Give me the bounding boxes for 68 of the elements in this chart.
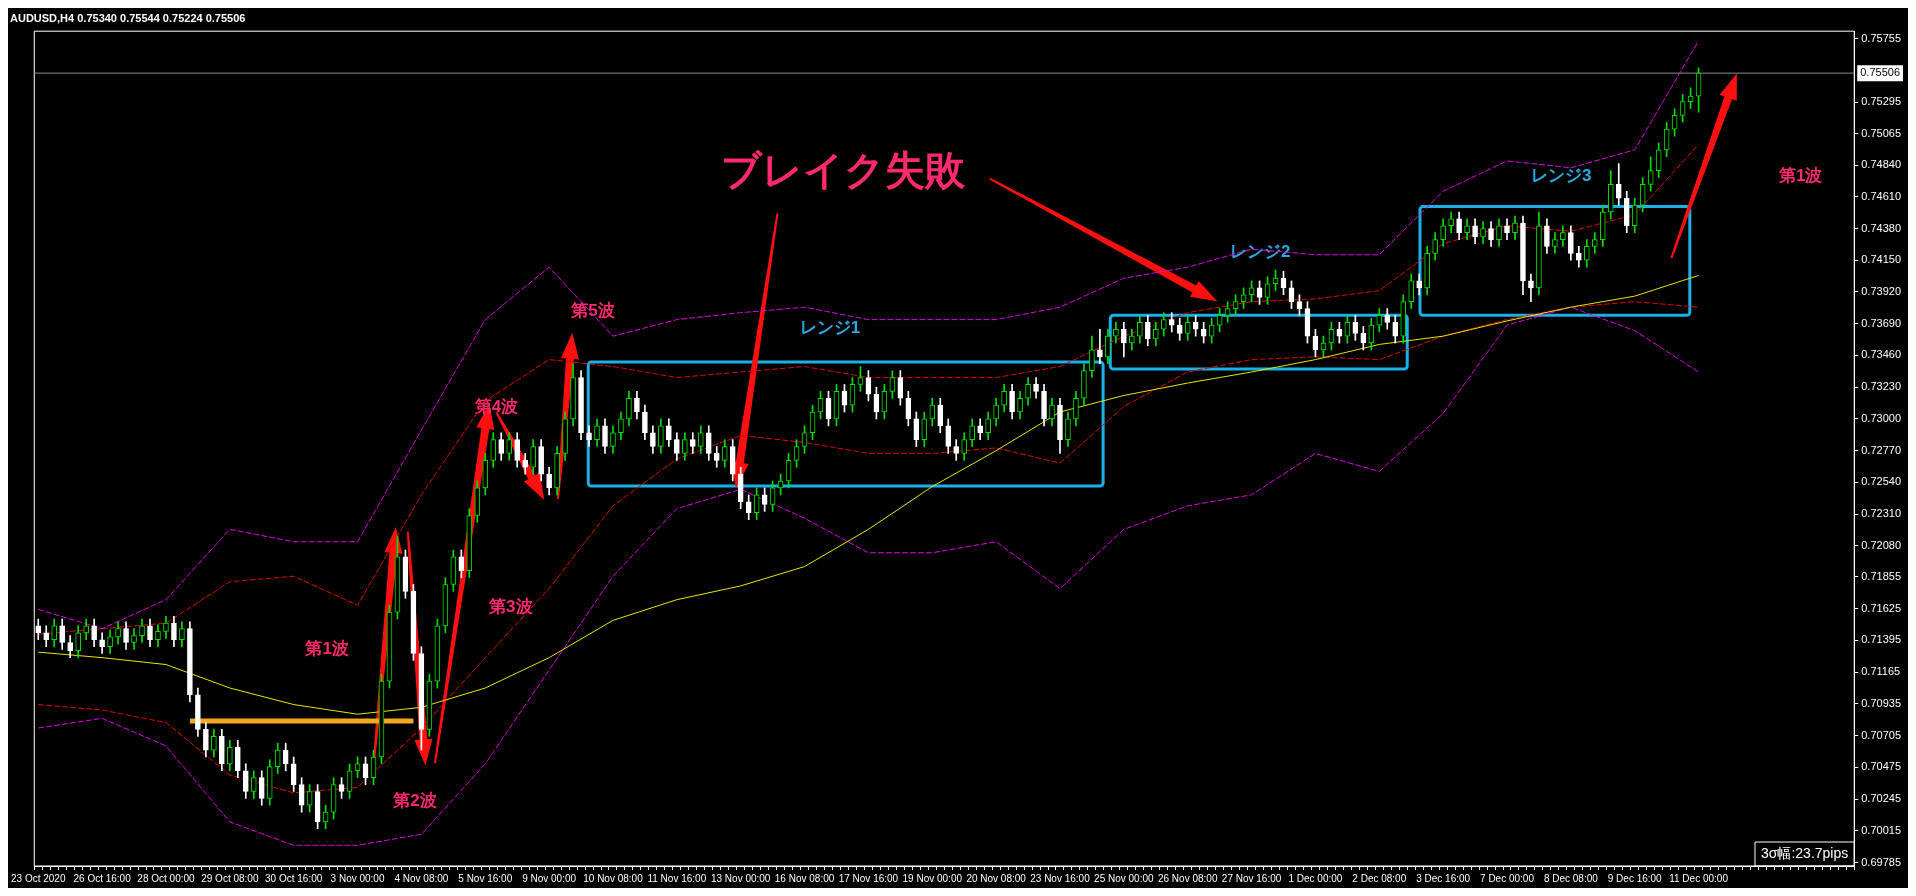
y-tick-label: 0.75755 [1861, 31, 1901, 44]
y-tick-label: 0.74610 [1861, 189, 1901, 202]
x-tick-label: 29 Oct 08:00 [201, 872, 259, 884]
y-tick-label: 0.70705 [1861, 728, 1901, 741]
x-tick-label: 25 Nov 00:00 [1094, 872, 1155, 884]
x-tick-label: 13 Nov 00:00 [710, 872, 771, 884]
x-tick-label: 7 Dec 00:00 [1480, 872, 1535, 884]
y-tick-label: 0.74380 [1861, 221, 1901, 234]
y-tick-label: 0.73460 [1861, 348, 1901, 361]
y-tick-label: 0.73000 [1861, 411, 1901, 424]
x-tick-label: 23 Oct 2020 [11, 872, 66, 884]
x-tick-label: 9 Dec 16:00 [1607, 872, 1663, 884]
x-tick-label: 3 Nov 00:00 [330, 872, 385, 884]
x-tick-label: 3 Dec 16:00 [1416, 872, 1471, 884]
x-tick-label: 10 Nov 08:00 [583, 872, 644, 884]
y-tick-label: 0.70935 [1861, 696, 1901, 709]
y-tick-label: 0.74150 [1861, 253, 1901, 266]
chart-title: AUDUSD,H4 0.75340 0.75544 0.75224 0.75506 [10, 11, 246, 24]
line-series [37, 143, 1700, 635]
x-tick-label: 8 Dec 08:00 [1543, 872, 1599, 884]
y-tick-label: 0.71395 [1861, 633, 1901, 646]
y-tick-label: 0.73690 [1861, 316, 1901, 329]
x-tick-label: 20 Nov 08:00 [966, 872, 1027, 884]
x-tick-label: 27 Nov 16:00 [1221, 872, 1282, 884]
x-tick-label: 26 Nov 08:00 [1157, 872, 1218, 884]
annotation: 第2波 [392, 790, 437, 810]
y-tick-label: 0.71625 [1861, 601, 1901, 614]
x-tick-label: 5 Nov 16:00 [458, 872, 513, 884]
y-tick-label: 0.72770 [1861, 443, 1901, 456]
y-tick-label: 0.75065 [1861, 127, 1901, 140]
x-tick-label: 11 Dec 00:00 [1669, 872, 1729, 884]
annotation: 3σ幅:23.7pips [1760, 844, 1849, 861]
ref-line-label: 0.75506 [1860, 66, 1900, 79]
x-tick-label: 16 Nov 08:00 [774, 872, 835, 884]
y-tick-label: 0.70015 [1861, 823, 1901, 836]
annotation: 第1波 [304, 639, 349, 659]
y-tick-label: 0.73920 [1861, 285, 1901, 298]
annotation: ブレイク失敗 [720, 148, 966, 193]
annotation: 第3波 [488, 596, 533, 616]
annotation: 第1波 [1778, 166, 1823, 186]
candlestick [1097, 328, 1103, 365]
x-tick-label: 26 Oct 16:00 [73, 872, 132, 884]
y-tick-label: 0.70475 [1861, 760, 1901, 773]
annotation: レンジ3 [1531, 166, 1592, 186]
x-tick-label: 11 Nov 16:00 [647, 872, 707, 884]
x-tick-label: 9 Nov 00:00 [522, 872, 577, 884]
y-tick-label: 0.70245 [1861, 792, 1901, 805]
y-tick-label: 0.74840 [1861, 158, 1901, 171]
annotation: 第5波 [570, 300, 615, 320]
x-tick-label: 4 Nov 08:00 [394, 872, 449, 884]
x-tick-label: 23 Nov 16:00 [1030, 872, 1091, 884]
y-tick-label: 0.72080 [1861, 538, 1901, 551]
y-tick-label: 0.72310 [1861, 507, 1901, 520]
x-tick-label: 19 Nov 00:00 [902, 872, 963, 884]
y-tick-label: 0.71855 [1861, 569, 1901, 582]
line-series [37, 40, 1700, 630]
x-tick-label: 2 Dec 08:00 [1352, 872, 1407, 884]
annotation: レンジ1 [799, 318, 861, 338]
x-tick-label: 17 Nov 16:00 [838, 872, 899, 884]
y-tick-label: 0.71165 [1861, 665, 1901, 678]
y-tick-label: 0.69785 [1861, 855, 1901, 868]
x-tick-label: 1 Dec 00:00 [1288, 872, 1343, 884]
y-tick-label: 0.75295 [1861, 95, 1901, 108]
y-tick-label: 0.72540 [1861, 475, 1901, 488]
annotation: 第4波 [473, 397, 519, 417]
x-tick-label: 30 Oct 16:00 [265, 872, 323, 884]
y-tick-label: 0.73230 [1861, 380, 1901, 393]
x-tick-label: 28 Oct 00:00 [137, 872, 196, 884]
